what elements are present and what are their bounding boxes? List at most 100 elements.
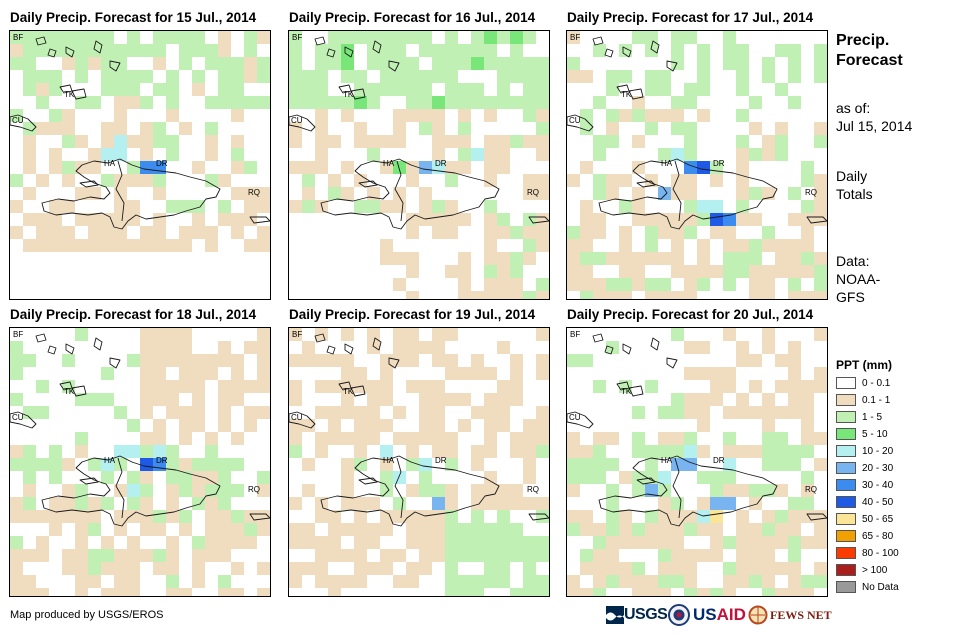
precip-cell <box>127 536 140 549</box>
precip-cell <box>749 380 762 393</box>
precip-cell <box>101 239 114 252</box>
precip-cell <box>736 252 749 265</box>
precip-cell <box>471 458 484 471</box>
precip-cell <box>710 510 723 523</box>
precip-cell <box>432 109 445 122</box>
precip-cell <box>749 291 762 299</box>
precip-cell <box>367 406 380 419</box>
precip-cell <box>140 393 153 406</box>
precip-cell <box>684 393 697 406</box>
precip-cell <box>127 174 140 187</box>
precip-cell <box>205 135 218 148</box>
precip-cell <box>593 278 606 291</box>
precip-cell <box>762 341 775 354</box>
precip-cell <box>606 510 619 523</box>
precip-cell <box>205 174 218 187</box>
precip-cell <box>762 328 775 341</box>
coastline-cuba <box>10 411 37 429</box>
precip-cell <box>49 523 62 536</box>
precip-cell <box>244 419 257 432</box>
precip-cell <box>788 458 801 471</box>
precip-cell <box>114 174 127 187</box>
precip-cell <box>367 135 380 148</box>
precip-cell <box>445 161 458 174</box>
precip-cell <box>484 148 497 161</box>
precip-cell <box>179 44 192 57</box>
precip-cell <box>179 510 192 523</box>
precip-cell <box>523 109 536 122</box>
precip-cell <box>88 458 101 471</box>
precip-cell <box>315 135 328 148</box>
precip-cell <box>510 135 523 148</box>
precip-cell <box>510 432 523 445</box>
precip-cell <box>205 239 218 252</box>
precip-cell <box>419 187 432 200</box>
precip-cell <box>140 174 153 187</box>
precip-cell <box>788 549 801 562</box>
legend-swatch <box>836 411 856 423</box>
precip-cell <box>127 497 140 510</box>
precip-cell <box>671 291 684 299</box>
precip-cell <box>736 445 749 458</box>
precip-cell <box>788 445 801 458</box>
precip-cell <box>645 510 658 523</box>
precip-cell <box>62 510 75 523</box>
precip-cell <box>523 135 536 148</box>
precip-cell <box>580 562 593 575</box>
precip-cell <box>484 445 497 458</box>
precip-cell <box>458 213 471 226</box>
precip-cell <box>127 354 140 367</box>
precip-cell <box>10 31 23 44</box>
coastline-gonave <box>636 180 656 188</box>
precip-cell <box>632 96 645 109</box>
panel-title-2: Daily Precip. Forecast for 16 Jul., 2014 <box>289 10 536 25</box>
precip-cell <box>244 96 257 109</box>
precip-cell <box>302 484 315 497</box>
precip-cell <box>710 213 723 226</box>
precip-cell <box>341 497 354 510</box>
precip-cell <box>49 497 62 510</box>
precip-cell <box>257 588 270 596</box>
precip-cell <box>114 70 127 83</box>
precip-cell <box>140 44 153 57</box>
panel-title-6: Daily Precip. Forecast for 20 Jul., 2014 <box>567 307 814 322</box>
precip-cell <box>393 575 406 588</box>
as-of-line2: Jul 15, 2014 <box>836 118 913 134</box>
coastline-bahamas5 <box>666 60 678 72</box>
precip-cell <box>497 341 510 354</box>
precip-cell <box>419 393 432 406</box>
precip-cell <box>536 536 549 549</box>
precip-cell <box>166 70 179 83</box>
seal-logo <box>668 602 690 628</box>
precip-cell <box>723 497 736 510</box>
globe-icon <box>748 605 768 625</box>
precip-cell <box>36 458 49 471</box>
precip-cell <box>231 96 244 109</box>
map-label-dr: DR <box>713 159 725 168</box>
precip-cell <box>567 31 580 44</box>
precip-cell <box>393 57 406 70</box>
precip-cell <box>801 510 814 523</box>
precip-cell <box>775 265 788 278</box>
precip-cell <box>289 575 302 588</box>
precip-cell <box>244 536 257 549</box>
map-label-dr: DR <box>156 159 168 168</box>
precip-cell <box>205 354 218 367</box>
precip-cell <box>88 562 101 575</box>
precip-cell <box>315 354 328 367</box>
precip-cell <box>536 83 549 96</box>
precip-cell <box>567 70 580 83</box>
precip-cell <box>302 354 315 367</box>
precip-cell <box>179 471 192 484</box>
precip-cell <box>367 31 380 44</box>
precip-cell <box>671 213 684 226</box>
precip-cell <box>153 367 166 380</box>
precip-cell <box>393 471 406 484</box>
precip-cell <box>484 239 497 252</box>
precip-cell <box>580 549 593 562</box>
precip-cell <box>432 523 445 536</box>
precip-cell <box>697 419 710 432</box>
precip-cell <box>658 70 671 83</box>
precip-cell <box>419 109 432 122</box>
precip-cell <box>593 588 606 596</box>
